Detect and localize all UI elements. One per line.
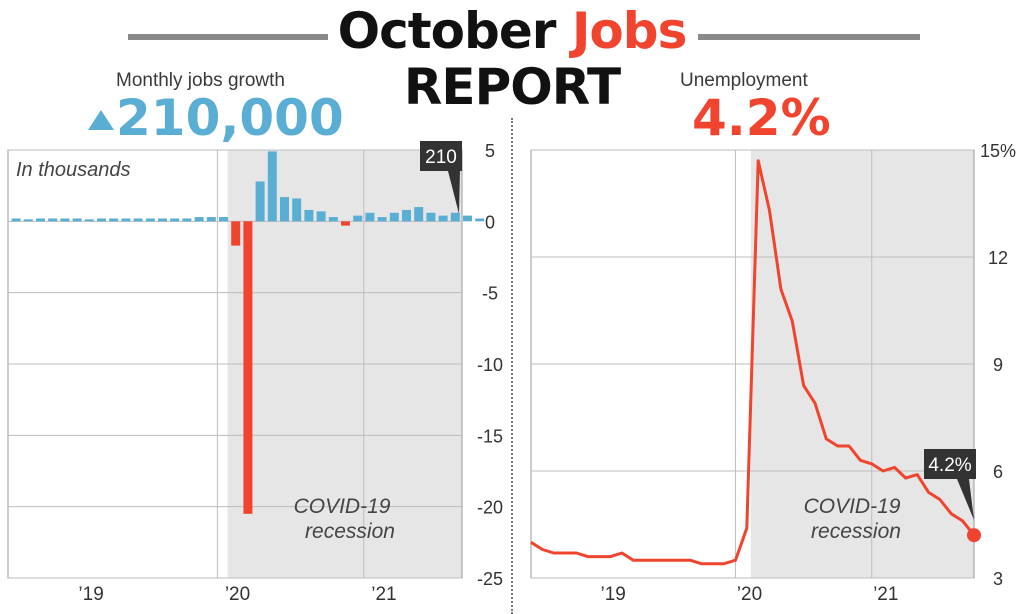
title-word-jobs: Jobs	[571, 2, 688, 60]
jobs-bar-2020-10	[328, 217, 338, 222]
jobs-bar-2020-08	[304, 209, 314, 222]
jobs-bar-2021-04	[402, 209, 411, 222]
unemp-xtick-1: ’20	[737, 584, 762, 605]
jobs-bar-2018-12	[60, 218, 70, 222]
unemployment-headline-value: 4.2%	[692, 89, 831, 147]
jobs-bar-2021-02	[377, 217, 387, 222]
jobs-ytick-0: 5	[485, 141, 495, 161]
jobs-headline-value: 210,000	[116, 89, 344, 147]
jobs-bar-2020-07	[292, 198, 302, 222]
unemp-ytick-1: 12	[988, 248, 1008, 268]
jobs-callout-text: 210	[425, 147, 457, 168]
jobs-bar-2020-01	[219, 217, 228, 222]
title-rule-left	[128, 34, 328, 40]
jobs-bar-2018-09	[23, 219, 33, 222]
jobs-bar-2021-09	[463, 215, 472, 222]
jobs-bar-2021-06	[426, 212, 436, 222]
unemp-xtick-0: ’19	[600, 584, 625, 605]
jobs-bar-2021-07	[438, 215, 448, 222]
jobs-ytick-4: -15	[477, 426, 503, 446]
title-rule-right	[698, 34, 920, 40]
jobs-callout: 210	[420, 141, 462, 214]
jobs-bar-2019-01	[72, 218, 82, 222]
report-title: October Jobs REPORT	[0, 0, 1024, 120]
jobs-bar-2021-03	[389, 212, 399, 222]
jobs-growth-label: Monthly jobs growth	[116, 70, 285, 91]
unemp-xtick-2: ’21	[873, 584, 898, 605]
jobs-bar-2020-04	[255, 181, 265, 222]
title-line-1: October Jobs	[0, 2, 1024, 60]
jobs-bar-2019-12	[206, 217, 216, 222]
jobs-bar-2020-12	[353, 215, 363, 222]
unemp-recession-label-line1: COVID-19	[804, 495, 901, 518]
up-arrow-icon	[88, 110, 114, 130]
jobs-bar-2019-08	[158, 218, 167, 222]
jobs-xtick-2: ’21	[371, 584, 396, 605]
jobs-bar-2020-03	[243, 221, 253, 514]
jobs-bar-2019-10	[182, 218, 192, 222]
jobs-bar-2019-07	[145, 218, 155, 222]
title-word-october: October	[337, 2, 557, 60]
jobs-bar-2018-10	[36, 218, 45, 222]
jobs-bar-2021-10	[475, 218, 485, 222]
unemployment-label: Unemployment	[680, 70, 808, 91]
jobs-bar-2021-01	[365, 212, 375, 222]
jobs-ytick-5: -20	[477, 498, 503, 518]
jobs-bar-2019-06	[133, 218, 143, 222]
unemp-ytick-3: 6	[993, 462, 1003, 482]
jobs-ytick-6: -25	[477, 569, 503, 589]
title-line-2: REPORT	[403, 58, 621, 116]
jobs-bar-2020-05	[267, 151, 277, 222]
jobs-recession-label-line1: COVID-19	[294, 495, 391, 518]
jobs-ytick-2: -5	[482, 284, 498, 304]
unemp-callout: 4.2%	[924, 449, 976, 520]
jobs-bar-2020-06	[280, 197, 289, 222]
jobs-xtick-1: ’20	[225, 584, 250, 605]
unemp-ytick-2: 9	[993, 355, 1003, 375]
jobs-bar-2019-09	[170, 218, 180, 222]
unemp-callout-text: 4.2%	[928, 455, 971, 476]
unemp-ytick-4: 3	[993, 569, 1003, 589]
unemp-last-point	[967, 528, 981, 543]
panel-divider	[511, 118, 513, 614]
jobs-bar-2019-04	[109, 218, 119, 222]
jobs-ytick-1: 0	[485, 212, 495, 232]
unemp-series-line	[530, 159, 976, 566]
unemp-recession-label-line2: recession	[811, 520, 901, 543]
jobs-bar-2020-02	[231, 221, 241, 246]
jobs-bar-2019-05	[121, 218, 131, 222]
jobs-bar-2019-02	[84, 219, 94, 222]
jobs-recession-label-line2: recession	[305, 520, 395, 543]
jobs-bar-2021-08	[450, 212, 460, 222]
jobs-bar-2020-09	[316, 211, 326, 222]
jobs-ytick-3: -10	[477, 355, 503, 375]
jobs-bar-2021-05	[414, 207, 424, 222]
jobs-bar-2019-03	[97, 218, 106, 222]
jobs-bar-2018-11	[48, 218, 58, 222]
jobs-inset-label: In thousands	[16, 159, 131, 181]
unemp-ytick-0: 15%	[980, 141, 1016, 161]
jobs-bar-2019-11	[194, 217, 204, 222]
jobs-xtick-0: ’19	[78, 584, 103, 605]
jobs-bar-2020-11	[341, 221, 350, 226]
jobs-bar-2018-08	[11, 218, 21, 222]
